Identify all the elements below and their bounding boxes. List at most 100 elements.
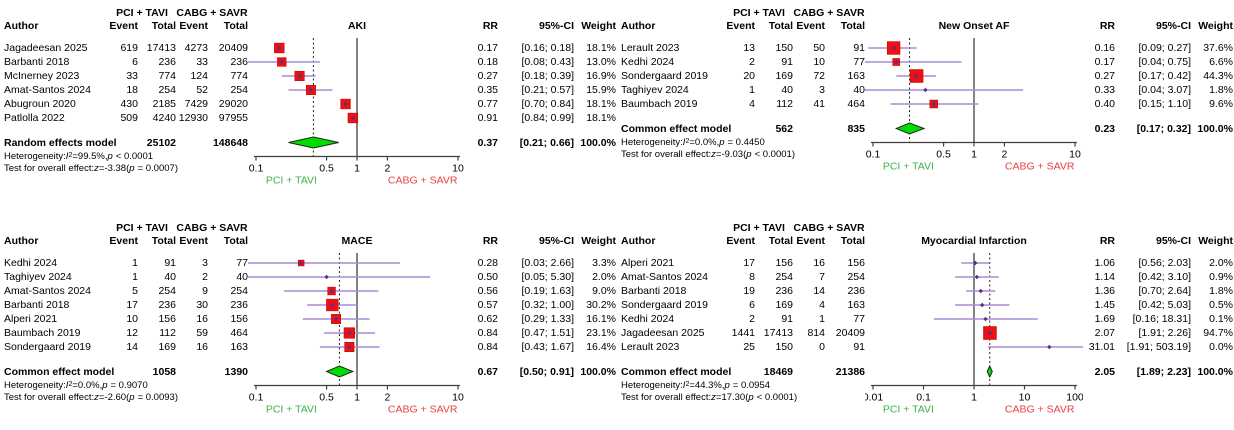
study-weight: 0.1% bbox=[1209, 313, 1233, 325]
spacer bbox=[621, 33, 1234, 41]
study-ci: [0.43; 1.67] bbox=[521, 341, 574, 353]
study-rr: 0.57 bbox=[477, 299, 498, 311]
author-column-header: Author bbox=[4, 235, 39, 247]
study-rr: 1.69 bbox=[1094, 313, 1115, 325]
weight-column-header: Weight bbox=[1198, 235, 1233, 247]
p-symbol: p bbox=[107, 150, 113, 162]
study-event1: 20 bbox=[743, 70, 755, 82]
study-weight: 0.9% bbox=[1209, 271, 1233, 283]
study-event1: 2 bbox=[749, 313, 755, 325]
study-row: McInerney 2023 33 774 124 774 0.27 [0.18; 0.39… bbox=[4, 69, 617, 83]
model-total1: 562 bbox=[775, 122, 793, 135]
study-total2: 156 bbox=[230, 313, 248, 325]
study-rr: 0.50 bbox=[477, 271, 498, 283]
model-weight: 100.0% bbox=[580, 136, 616, 149]
favors-left-label: PCI + TAVI bbox=[266, 404, 317, 416]
study-ci: [1.91; 2.26] bbox=[1138, 327, 1191, 339]
study-event1: 17 bbox=[743, 257, 755, 269]
study-rr: 0.62 bbox=[477, 313, 498, 325]
study-event2: 14 bbox=[813, 285, 825, 297]
study-author: Alperi 2021 bbox=[621, 257, 675, 269]
study-author: Kedhi 2024 bbox=[621, 56, 675, 68]
study-author: Barbanti 2018 bbox=[4, 56, 70, 68]
study-ci: [0.08; 0.43] bbox=[521, 56, 574, 68]
spacer bbox=[621, 111, 1234, 121]
rr-column-header: RR bbox=[1099, 235, 1115, 247]
model-row: Common effect model 18469 21386 2.05 [1.89; … bbox=[621, 364, 1234, 379]
study-author: Patlolla 2022 bbox=[4, 112, 65, 124]
model-row: Random effects model 25102 148648 0.37 [0.21… bbox=[4, 135, 617, 150]
study-total2: 91 bbox=[853, 341, 865, 353]
study-event2: 72 bbox=[813, 70, 825, 82]
study-ci: [0.29; 1.33] bbox=[521, 313, 574, 325]
study-row: Sondergaard 2019 6 169 4 163 1.45 [0.42; 5.03]… bbox=[621, 298, 1234, 312]
test-p-value: < 0.0001 bbox=[756, 391, 794, 403]
model-label: Common effect model bbox=[621, 365, 732, 378]
study-weight: 18.1% bbox=[586, 98, 616, 110]
equals-glue: = bbox=[98, 391, 105, 403]
study-total2: 97955 bbox=[218, 112, 248, 124]
study-ci: [0.04; 0.75] bbox=[1138, 56, 1191, 68]
study-row: Kedhi 2024 2 91 1 77 1.69 [0.16; 18.31] 0.1% bbox=[621, 312, 1234, 326]
study-event2: 16 bbox=[196, 341, 208, 353]
overall-test-text: Test for overall effect: z = 17.30 (p < 0… bbox=[621, 391, 1234, 403]
study-weight: 23.1% bbox=[586, 327, 616, 339]
study-total2: 20409 bbox=[218, 42, 248, 54]
study-ci: [0.16; 0.18] bbox=[521, 42, 574, 54]
study-total1: 112 bbox=[159, 327, 176, 339]
equals-glue: = bbox=[98, 162, 105, 174]
study-total1: 254 bbox=[158, 84, 176, 96]
study-total1: 2185 bbox=[152, 98, 176, 110]
model-ci: [0.21; 0.66] bbox=[519, 136, 574, 149]
study-ci: [0.84; 0.99] bbox=[521, 112, 574, 124]
test-prefix: Test for overall effect: bbox=[4, 162, 95, 174]
study-weight: 37.6% bbox=[1203, 42, 1233, 54]
study-event2: 814 bbox=[807, 327, 825, 339]
event1-column-header: Event bbox=[109, 20, 138, 32]
close-paren: ) bbox=[174, 162, 178, 174]
study-total2: 29020 bbox=[218, 98, 248, 110]
study-weight: 94.7% bbox=[1203, 327, 1233, 339]
study-rr: 0.27 bbox=[1094, 70, 1115, 82]
study-total2: 236 bbox=[230, 299, 248, 311]
study-row: Abugroun 2020 430 2185 7429 29020 0.77 [0.70; … bbox=[4, 97, 617, 111]
study-author: Alperi 2021 bbox=[4, 313, 58, 325]
group1-header: PCI + TAVI bbox=[116, 221, 168, 234]
study-total1: 17413 bbox=[763, 327, 793, 339]
test-p-value: = 0.0007 bbox=[137, 162, 175, 174]
total1-column-header: Total bbox=[768, 20, 793, 32]
study-row: Baumbach 2019 4 112 41 464 0.40 [0.15; 1.10] 9.… bbox=[621, 97, 1234, 111]
study-ci: [0.16; 18.31] bbox=[1132, 313, 1191, 325]
study-total1: 112 bbox=[776, 98, 793, 110]
model-weight: 100.0% bbox=[1197, 365, 1233, 378]
study-rr: 0.91 bbox=[477, 112, 498, 124]
study-author: Kedhi 2024 bbox=[4, 257, 58, 269]
study-row: Alperi 2021 17 156 16 156 1.06 [0.56; 2.03] 2.0… bbox=[621, 256, 1234, 270]
study-event2: 7429 bbox=[184, 98, 208, 110]
study-weight: 18.1% bbox=[586, 112, 616, 124]
study-ci: [0.70; 2.64] bbox=[1138, 285, 1191, 297]
study-ci: [0.17; 0.42] bbox=[1138, 70, 1191, 82]
study-event2: 4273 bbox=[184, 42, 208, 54]
author-column-header: Author bbox=[4, 20, 39, 32]
model-row: Common effect model 1058 1390 0.67 [0.50; 0.… bbox=[4, 364, 617, 379]
heterogeneity-p-value: < 0.0001 bbox=[115, 150, 154, 162]
group2-header: CABG + SAVR bbox=[176, 221, 248, 234]
total1-column-header: Total bbox=[151, 20, 176, 32]
study-total1: 236 bbox=[775, 285, 793, 297]
favors-right-label: CABG + SAVR bbox=[388, 175, 458, 187]
equals-glue: = bbox=[689, 136, 695, 148]
study-row: Taghiyev 2024 1 40 3 40 0.33 [0.04; 3.07] 1.8% bbox=[621, 83, 1234, 97]
model-weight: 100.0% bbox=[1197, 122, 1233, 135]
group1-header: PCI + TAVI bbox=[116, 6, 168, 19]
study-event1: 14 bbox=[126, 341, 138, 353]
forest-panel-new-onset-af: PCI + TAVI CABG + SAVR Author Event Total Eve… bbox=[617, 0, 1234, 215]
forest-panel-aki: PCI + TAVI CABG + SAVR Author Event Total Eve… bbox=[0, 0, 617, 215]
total1-column-header: Total bbox=[151, 235, 176, 247]
overall-test-text: Test for overall effect: z = -3.38 (p = 0… bbox=[4, 162, 617, 174]
ci-column-header: 95%-CI bbox=[1155, 20, 1191, 32]
study-row: Lerault 2023 25 150 0 91 31.01 [1.91; 503.19] 0… bbox=[621, 340, 1234, 354]
study-weight: 2.0% bbox=[1209, 257, 1233, 269]
event1-column-header: Event bbox=[109, 235, 138, 247]
